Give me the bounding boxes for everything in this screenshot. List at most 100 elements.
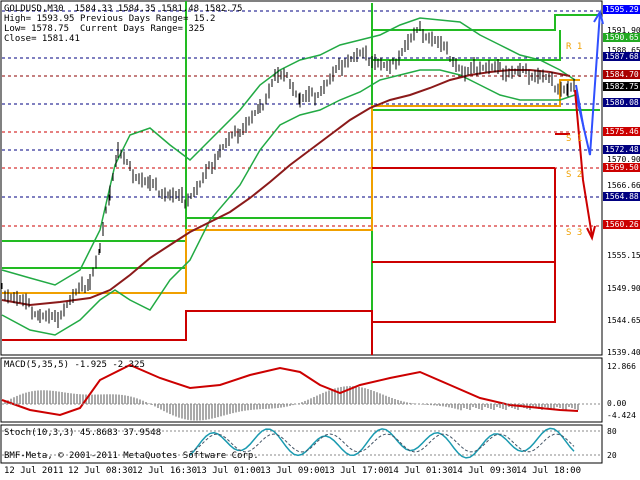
macd-bar	[487, 404, 489, 408]
macd-bar	[103, 394, 105, 404]
time-axis-label: 12 Jul 16:30	[132, 466, 198, 476]
macd-bar	[49, 390, 51, 404]
macd-histogram	[4, 386, 579, 421]
macd-bar	[394, 399, 396, 404]
time-axis-label: 14 Jul 18:00	[516, 466, 582, 476]
macd-bar	[61, 392, 63, 404]
macd-bar	[223, 404, 225, 416]
macd-bar	[481, 404, 483, 410]
macd-bar	[466, 404, 468, 409]
time-axis-label: 13 Jul 17:00	[324, 466, 390, 476]
arrow-head-down	[586, 225, 596, 241]
macd-bar	[499, 404, 501, 408]
stoch-signal-line	[189, 433, 575, 453]
macd-bar	[13, 397, 15, 404]
macd-bar	[67, 392, 69, 404]
price-tag: 1595.29	[603, 5, 640, 14]
macd-bar	[22, 393, 24, 404]
macd-bar	[316, 395, 318, 404]
macd-bar	[163, 404, 165, 412]
macd-bar	[16, 395, 18, 404]
macd-bar	[535, 404, 537, 408]
macd-bar	[538, 404, 540, 409]
macd-bar	[196, 404, 198, 421]
macd-bar	[571, 404, 573, 408]
macd-bar	[145, 402, 147, 404]
macd-bar	[352, 386, 354, 404]
macd-bar	[184, 404, 186, 420]
macd-bar	[124, 395, 126, 404]
price-tag: 1572.48	[603, 144, 640, 154]
pivot-red-lines	[2, 133, 570, 355]
macd-bar	[577, 404, 579, 410]
close-value: Close= 1581.41	[4, 34, 80, 44]
macd-bar	[448, 404, 450, 408]
macd-bar	[28, 391, 30, 404]
main-chart-frame	[0, 0, 603, 356]
macd-bar	[52, 390, 54, 404]
macd-bar	[319, 394, 321, 404]
macd-bar	[139, 399, 141, 404]
macd-bar	[148, 403, 150, 404]
price-bars	[1, 21, 575, 328]
macd-bar	[283, 404, 285, 408]
macd-bar	[436, 404, 438, 406]
macd-bar	[181, 404, 183, 419]
macd-bar	[229, 404, 231, 414]
macd-bar	[244, 404, 246, 411]
macd-bar	[58, 391, 60, 404]
macd-bar	[64, 392, 66, 404]
macd-bar	[400, 400, 402, 404]
macd-bar	[385, 395, 387, 404]
macd-bar	[235, 404, 237, 413]
pivot-label-r1: R 1	[566, 42, 583, 52]
pivot-label-s1: S 1	[566, 134, 583, 144]
macd-bar	[55, 391, 57, 404]
macd-bar	[88, 394, 90, 404]
macd-bar	[355, 386, 357, 404]
macd-bar	[379, 393, 381, 404]
macd-bar	[40, 390, 42, 404]
macd-bar	[331, 389, 333, 404]
macd-bar	[397, 399, 399, 404]
macd-bar	[217, 404, 219, 418]
macd-bar	[364, 388, 366, 404]
price-tag: 1587.68	[603, 51, 640, 61]
macd-bar	[334, 388, 336, 404]
macd-bar	[202, 404, 204, 421]
macd-bar	[409, 402, 411, 404]
macd-bar	[160, 404, 162, 410]
macd-bar	[94, 394, 96, 404]
macd-bar	[346, 386, 348, 404]
macd-bar	[463, 404, 465, 408]
price-axis-label: 1570.90	[607, 154, 640, 164]
macd-bar	[553, 404, 555, 410]
macd-bar	[214, 404, 216, 418]
macd-bar	[433, 404, 435, 406]
macd-bar	[349, 386, 351, 404]
macd-axis-zero: 0.00	[607, 399, 627, 408]
macd-bar	[232, 404, 234, 414]
macd-bar	[391, 397, 393, 404]
price-tag: 1575.46	[603, 126, 640, 136]
macd-bar	[46, 390, 48, 404]
stoch-axis-80: 80	[607, 427, 617, 436]
macd-bar	[34, 390, 36, 404]
macd-bar	[193, 404, 195, 421]
time-axis-label: 14 Jul 01:30	[388, 466, 454, 476]
price-tag: 1584.70	[603, 69, 640, 79]
macd-bar	[457, 404, 459, 410]
macd-signal-line	[1, 363, 579, 417]
macd-bar	[118, 394, 120, 404]
price-axis-label: 1549.90	[607, 283, 640, 293]
macd-bar	[175, 404, 177, 417]
low-value: Low= 1578.75	[4, 24, 70, 34]
macd-bar	[541, 404, 543, 410]
macd-bar	[451, 404, 453, 408]
price-tag: 1564.88	[603, 191, 640, 201]
macd-bar	[484, 404, 486, 407]
time-axis-label: 12 Jul 2011	[4, 466, 64, 476]
macd-bar	[562, 404, 564, 409]
macd-bar	[340, 386, 342, 404]
